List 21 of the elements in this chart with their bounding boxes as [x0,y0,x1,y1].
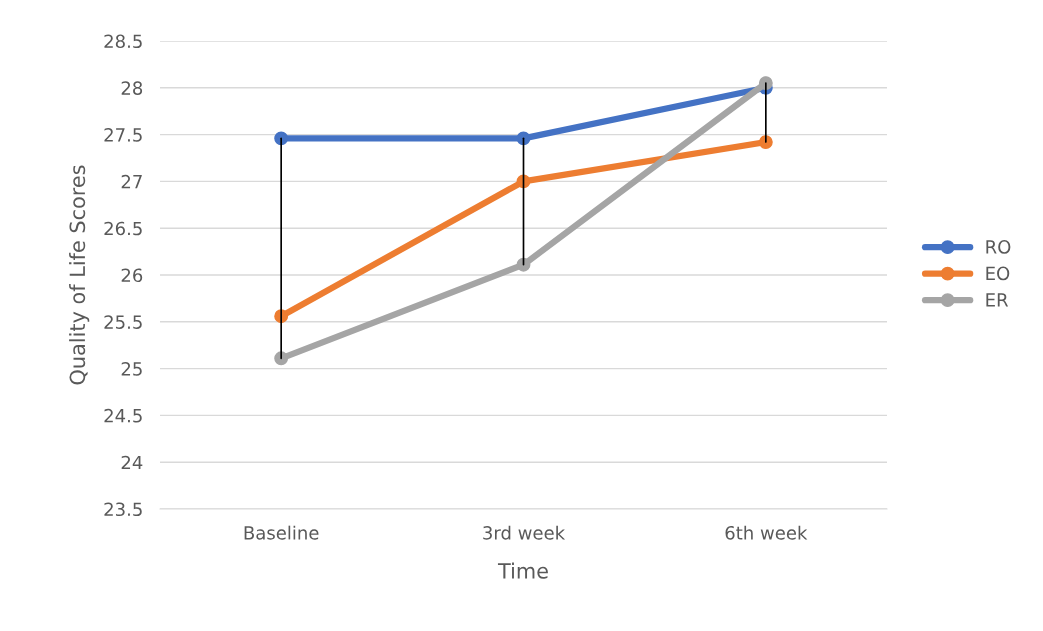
x-tick-label: 3rd week [483,525,566,540]
y-tick-label: 24 [121,455,143,470]
y-tick-label: 23.5 [104,502,142,517]
y-axis-title: Quality of Life Scores [69,165,90,385]
y-tick-label: 26.5 [104,221,142,236]
y-tick-label: 27 [121,174,142,189]
point [516,257,531,272]
legend-label: EO [986,266,1010,281]
legend-label: ER [986,293,1009,307]
x-axis-title: Time [497,562,548,579]
x-tick-label: Baseline [244,525,319,540]
x-tick-label: 6th week [725,525,808,540]
y-tick-label: 27.5 [104,128,142,142]
y-tick-label: 28.5 [104,34,142,49]
y-tick-label: 28 [121,81,143,95]
y-tick-label: 25 [121,362,142,376]
y-tick-label: 25.5 [104,315,142,329]
y-tick-label: 24.5 [104,408,142,423]
y-tick-label: 26 [121,268,143,283]
point [516,131,531,146]
legend-label: RO [986,240,1011,254]
